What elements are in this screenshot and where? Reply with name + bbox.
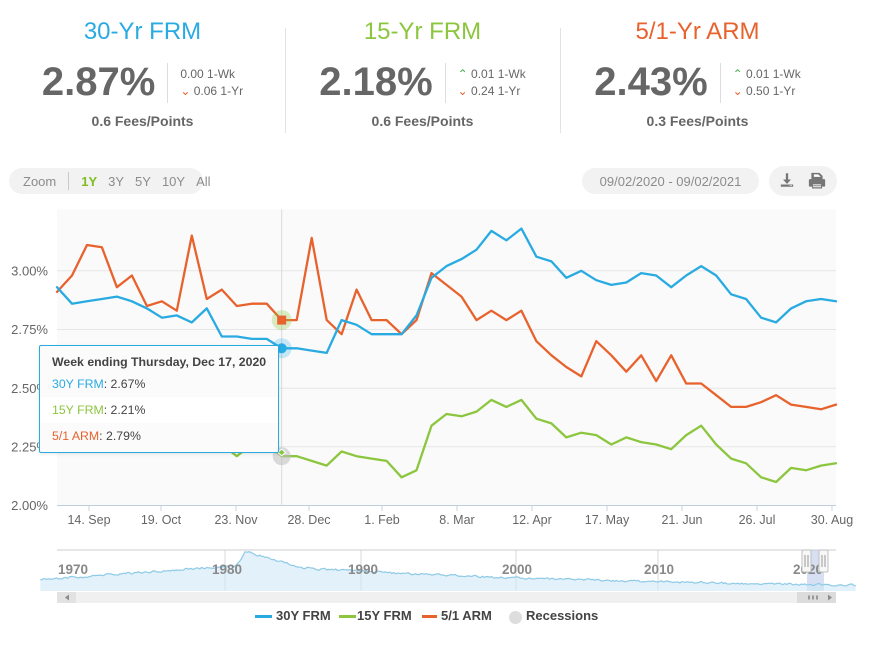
svg-text:1970: 1970 xyxy=(58,562,88,577)
svg-text:2010: 2010 xyxy=(644,562,674,577)
svg-text:1990: 1990 xyxy=(348,562,378,577)
svg-text:2000: 2000 xyxy=(502,562,532,577)
svg-text:1980: 1980 xyxy=(212,562,242,577)
